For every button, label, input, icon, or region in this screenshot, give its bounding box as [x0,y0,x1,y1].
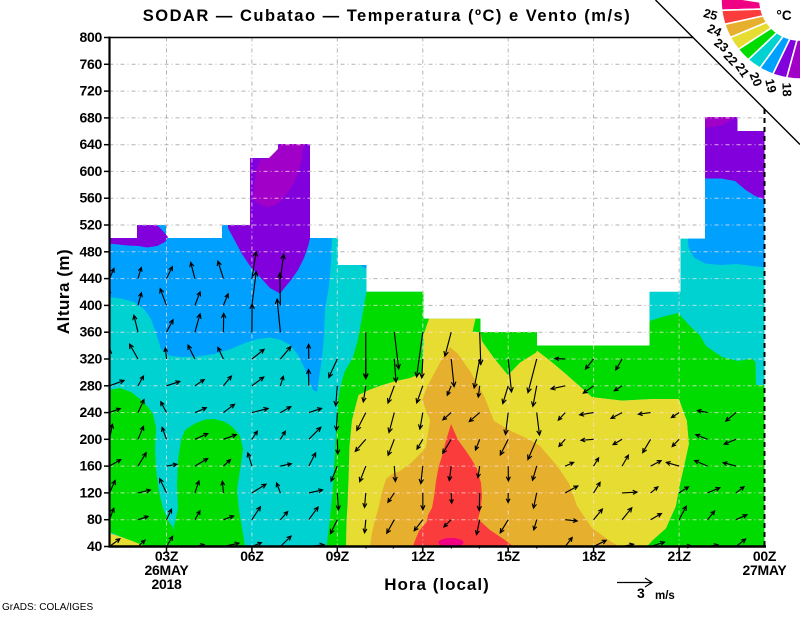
svg-text:280: 280 [80,377,103,393]
svg-text:400: 400 [80,297,103,313]
svg-text:m/s: m/s [655,590,675,602]
svg-text:360: 360 [80,324,103,340]
svg-text:320: 320 [80,351,103,367]
svg-text:600: 600 [80,163,103,179]
svg-text:SODAR — Cubatao — Temperatura: SODAR — Cubatao — Temperatura (ºC) e Ven… [143,7,631,25]
svg-text:27MAY: 27MAY [743,562,788,578]
svg-text:12Z: 12Z [411,548,435,564]
svg-text:520: 520 [80,217,103,233]
svg-text:680: 680 [80,109,103,125]
svg-text:GrADS: COLA/IGES: GrADS: COLA/IGES [2,602,93,613]
svg-text:560: 560 [80,190,103,206]
svg-text:160: 160 [80,458,103,474]
svg-text:480: 480 [80,243,103,259]
svg-text:120: 120 [80,484,103,500]
svg-text:06Z: 06Z [240,548,264,564]
svg-text:200: 200 [80,431,103,447]
svg-text:440: 440 [80,270,103,286]
svg-text:720: 720 [80,83,103,99]
svg-text:21Z: 21Z [667,548,691,564]
svg-text:3: 3 [637,585,645,601]
svg-text:800: 800 [80,29,103,45]
svg-text:Hora (local): Hora (local) [384,575,490,594]
svg-text:15Z: 15Z [497,548,521,564]
svg-text:760: 760 [80,56,103,72]
svg-text:80: 80 [87,511,102,527]
svg-text:°C: °C [776,8,791,23]
svg-text:Altura (m): Altura (m) [54,249,73,334]
svg-text:640: 640 [80,136,103,152]
svg-text:18: 18 [779,82,793,96]
svg-text:2018: 2018 [152,576,182,592]
svg-text:240: 240 [80,404,103,420]
svg-text:40: 40 [87,538,102,554]
svg-text:18Z: 18Z [582,548,606,564]
svg-text:09Z: 09Z [326,548,350,564]
